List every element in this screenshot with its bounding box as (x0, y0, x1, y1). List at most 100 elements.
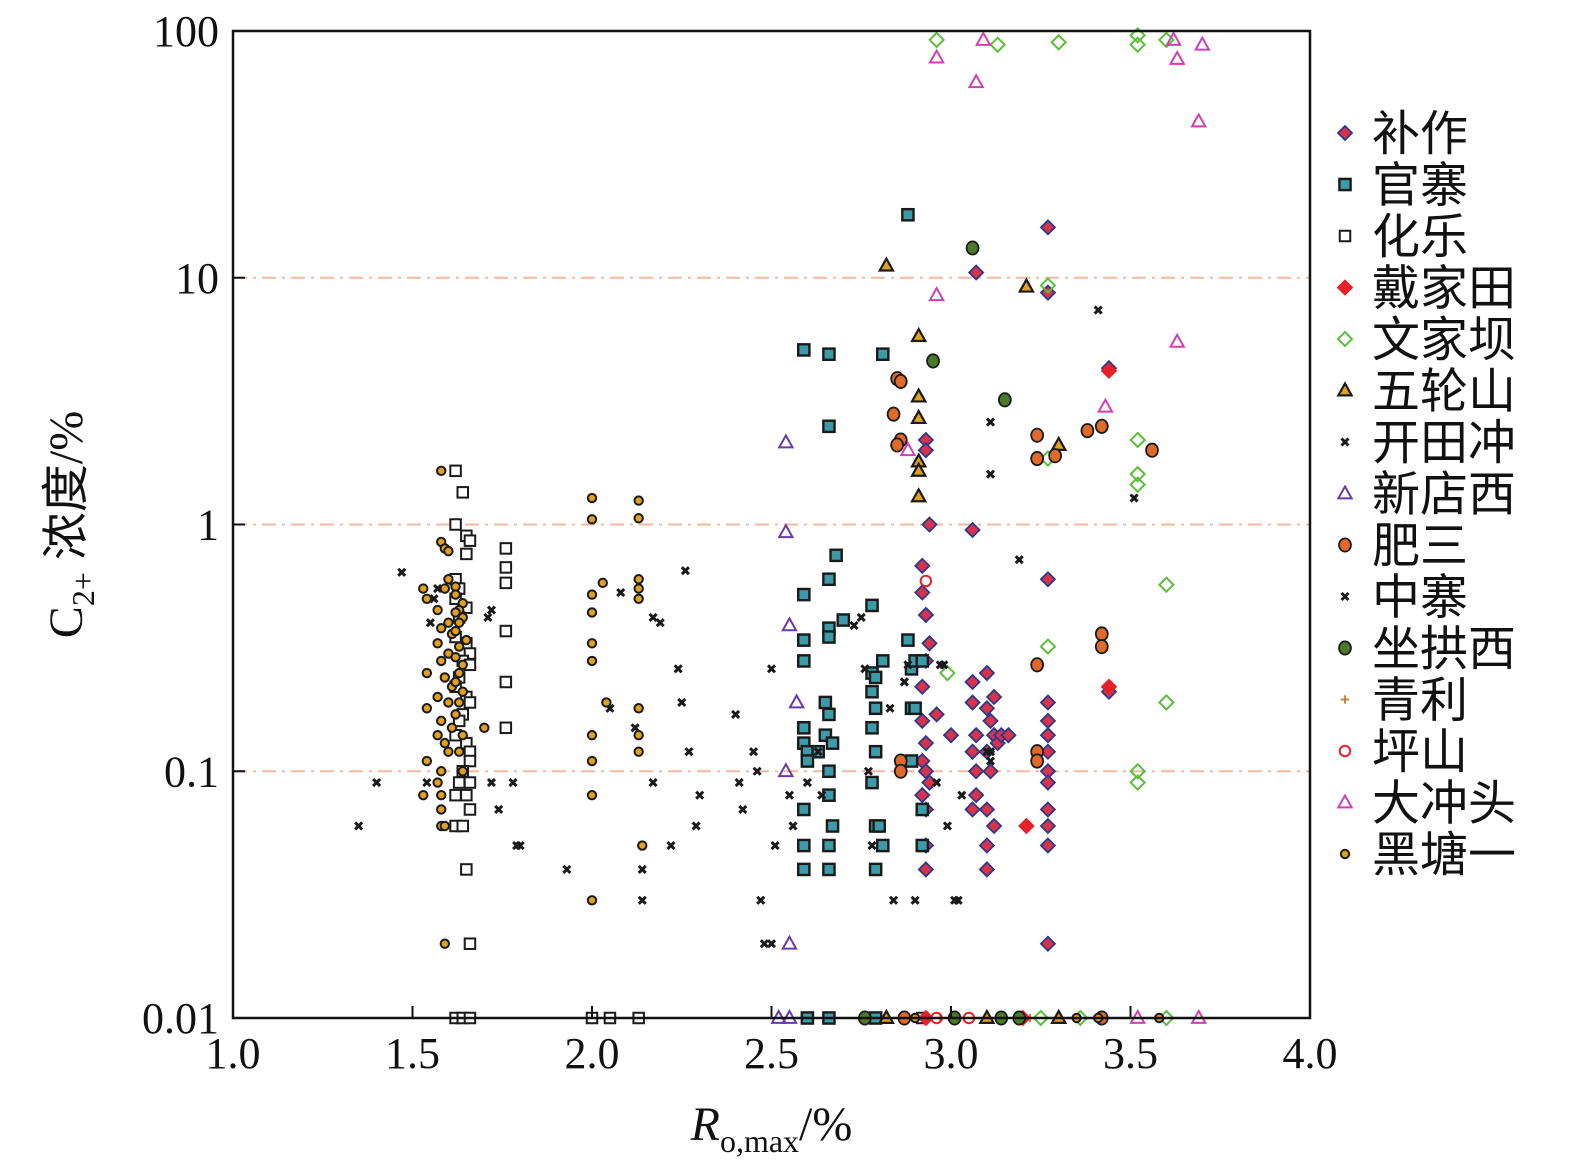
data-point (436, 622, 447, 634)
data-point (818, 695, 833, 710)
data-point (885, 703, 895, 713)
data-point (781, 616, 798, 632)
data-point (1145, 442, 1159, 458)
data-point (964, 694, 981, 711)
y-axis-label-sub: 2+ (65, 572, 101, 606)
data-point (813, 747, 823, 757)
marker-stroke (985, 417, 996, 427)
data-points (354, 26, 1211, 1027)
data-point (868, 670, 883, 685)
data-point (875, 654, 890, 668)
data-point (1050, 33, 1068, 51)
data-point (453, 667, 465, 679)
data-point (1100, 678, 1118, 696)
data-point (1100, 362, 1118, 379)
data-point (586, 789, 598, 801)
data-point (910, 461, 928, 477)
data-point (1050, 435, 1068, 451)
data-point (633, 513, 644, 524)
marker-stroke (731, 709, 741, 719)
data-point (655, 618, 665, 628)
data-point (648, 777, 658, 788)
marker-stroke (422, 777, 432, 788)
data-point (964, 521, 981, 539)
data-point (863, 766, 873, 776)
data-point (436, 465, 447, 477)
data-point (822, 419, 836, 434)
legend-marker (1336, 793, 1354, 809)
data-point (508, 777, 518, 788)
legend-marker (1340, 695, 1350, 704)
data-point (483, 612, 493, 623)
legend-label: 开田冲 (1372, 415, 1516, 471)
x-tick-label: 4.0 (1283, 1029, 1338, 1078)
data-point (917, 861, 935, 878)
data-point (457, 659, 468, 671)
data-point (865, 598, 879, 613)
data-point (450, 709, 461, 720)
data-point (908, 701, 922, 716)
legend-marker (1336, 330, 1354, 348)
marker-stroke (802, 777, 812, 788)
data-point (457, 766, 468, 777)
data-point (499, 721, 513, 735)
marker-stroke (770, 840, 780, 851)
legend-label: 补作 (1372, 106, 1468, 162)
legend-label: 大冲头 (1372, 776, 1516, 832)
legend-marker (1336, 484, 1354, 500)
legend-marker (1338, 640, 1352, 656)
data-point (1129, 774, 1147, 791)
data-point (910, 387, 928, 403)
data-point (997, 392, 1012, 408)
marker-stroke (942, 821, 952, 831)
data-point (1039, 638, 1057, 656)
data-point (463, 776, 477, 789)
data-point (957, 790, 967, 800)
data-point (450, 607, 461, 618)
data-point (630, 723, 640, 733)
data-point (797, 838, 811, 853)
marker-stroke (748, 747, 759, 757)
data-point (867, 840, 877, 851)
data-point (935, 660, 945, 670)
axis-ticks (232, 30, 1311, 1019)
data-point (586, 729, 598, 741)
data-point (914, 712, 931, 730)
tick-labels: 1.0 1.5 2.0 2.5 3.0 3.5 4.0 0.01 0.1 1 10 100 (142, 7, 1338, 1078)
data-point (964, 673, 981, 691)
data-point (463, 534, 477, 547)
data-point (731, 709, 741, 719)
marker-stroke (849, 620, 859, 630)
data-point (914, 786, 931, 804)
data-point (893, 763, 908, 779)
data-point (486, 605, 497, 615)
data-point (421, 703, 433, 714)
marker-stroke (935, 660, 945, 670)
data-point (463, 937, 477, 950)
data-point (1039, 817, 1057, 835)
data-point (479, 722, 490, 733)
data-point (562, 864, 572, 875)
data-point (967, 762, 985, 780)
x-tick-label: 2.5 (744, 1029, 799, 1078)
data-point (910, 895, 920, 905)
data-point (439, 672, 451, 683)
data-point (418, 789, 429, 801)
data-point (633, 703, 644, 714)
data-point (443, 617, 454, 628)
legend-label: 五轮山 (1372, 364, 1516, 420)
data-point (452, 776, 466, 789)
marker-stroke (738, 804, 748, 815)
data-point (684, 747, 694, 757)
data-point (817, 790, 827, 800)
data-point (1165, 30, 1182, 46)
series-3 (449, 464, 929, 1025)
data-point (868, 744, 883, 759)
data-point (1097, 397, 1114, 413)
data-point (1030, 451, 1045, 467)
legend-marker (1338, 537, 1352, 553)
data-point (748, 747, 759, 757)
data-point (1014, 555, 1024, 565)
legend-marker (1338, 177, 1352, 192)
